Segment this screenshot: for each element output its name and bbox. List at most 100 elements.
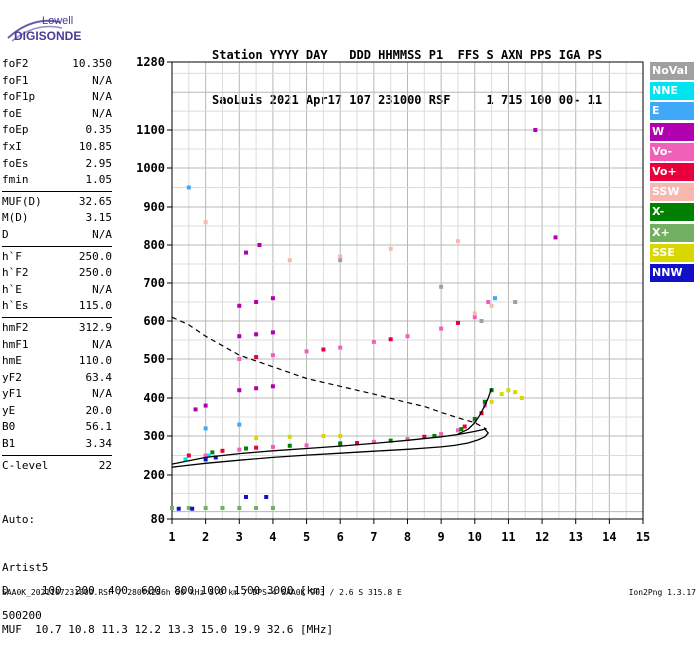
series-x-	[170, 506, 275, 510]
param-name: h`F	[2, 249, 22, 263]
param-value: N/A	[92, 73, 112, 87]
series-e	[186, 185, 497, 431]
echo-point	[321, 347, 326, 352]
param-value: 312.9	[78, 320, 112, 334]
series-ssw	[203, 220, 494, 316]
echo-point	[237, 506, 242, 510]
echo-point	[519, 396, 524, 400]
param-name: foF1	[2, 73, 29, 87]
plot-grid	[171, 62, 644, 519]
echo-point	[207, 453, 212, 458]
param-name: hmF2	[2, 320, 29, 334]
echo-point	[371, 439, 376, 444]
echo-point	[388, 246, 393, 251]
param-name: h`E	[2, 282, 22, 296]
echo-point	[203, 403, 208, 408]
echo-point	[422, 434, 427, 439]
y-tick-label: 1100	[136, 123, 165, 137]
echo-point	[237, 334, 242, 339]
param-row: fxI 10.85	[2, 139, 112, 156]
param-row: foF2 10.350	[2, 56, 112, 73]
param-row: h`F 250.0	[2, 249, 112, 266]
echo-point	[190, 506, 195, 511]
series-sse	[254, 388, 524, 440]
echo-point	[405, 437, 410, 442]
echo-point	[338, 258, 343, 263]
muf-table: D 100 200 400 600 800 1000 1500 3000 [km…	[2, 558, 333, 649]
param-value: 10.85	[78, 139, 112, 153]
echo-point	[213, 455, 218, 460]
param-name: B1	[2, 437, 16, 451]
param-separator	[2, 245, 112, 247]
echo-point	[338, 434, 343, 438]
echo-point	[489, 303, 494, 308]
param-row: h`Es 115.0	[2, 298, 112, 315]
param-row: yF2 63.4	[2, 370, 112, 387]
echo-point	[439, 432, 444, 437]
station-header: Station YYYY DAY DDD HHMMSS P1 FFS S AXN…	[212, 18, 602, 123]
echo-point	[472, 311, 477, 316]
x-tick-label: 6	[337, 530, 344, 544]
param-value: 10.350	[72, 57, 112, 70]
param-row: yF1 N/A	[2, 386, 112, 403]
param-name: MUF(D)	[2, 194, 42, 208]
param-value: N/A	[92, 337, 112, 351]
x-tick-label: 10	[468, 530, 482, 544]
param-name: foE	[2, 106, 22, 120]
echo-point	[254, 506, 259, 510]
y-tick-label: 600	[143, 314, 165, 328]
echo-point	[254, 355, 259, 360]
param-row: hmE 110.0	[2, 353, 112, 370]
echo-point	[388, 438, 393, 443]
echo-point	[270, 296, 275, 301]
param-row: hmF1 N/A	[2, 337, 112, 354]
profile-curves	[171, 316, 493, 468]
legend-item-e: E	[650, 102, 694, 121]
param-value: 2.95	[85, 156, 113, 170]
echo-point	[186, 453, 191, 458]
param-row: foEp 0.35	[2, 122, 112, 139]
echo-point	[237, 303, 242, 308]
echo-point	[220, 448, 225, 453]
param-name: C-level	[2, 458, 49, 472]
echo-point	[499, 392, 504, 397]
lowell-digisonde-logo: Lowell DIGISONDE	[7, 15, 81, 43]
param-value: 1.05	[85, 173, 113, 187]
echo-point	[210, 450, 215, 455]
auto-label: Auto:	[2, 513, 36, 526]
echo-point	[264, 495, 269, 499]
echo-point	[338, 254, 343, 259]
param-name: fxI	[2, 139, 22, 153]
y-tick-label: 500	[143, 352, 165, 366]
param-name: h`F2	[2, 266, 29, 280]
echo-point	[455, 320, 460, 325]
param-value: 63.4	[85, 370, 113, 384]
echo-point	[237, 357, 242, 361]
echo-point	[553, 235, 558, 240]
param-row: B1 3.34	[2, 436, 112, 453]
echo-point	[220, 506, 225, 510]
echo-point	[244, 446, 249, 451]
param-value: 250.0	[78, 249, 112, 263]
echo-point	[193, 407, 198, 412]
param-value: N/A	[92, 387, 112, 401]
muf-value-row: MUF 10.7 10.8 11.3 12.2 13.3 15.0 19.9 3…	[2, 623, 334, 636]
param-value: N/A	[92, 106, 112, 120]
muf-distance-row: D 100 200 400 600 800 1000 1500 3000 [km…	[2, 584, 327, 597]
param-name: yE	[2, 403, 16, 417]
header-line1: Station YYYY DAY DDD HHMMSS P1 FFS S AXN…	[212, 48, 603, 62]
echo-point	[254, 300, 259, 304]
echo-point	[287, 258, 292, 263]
param-name: B0	[2, 420, 16, 434]
param-value: 22	[98, 458, 112, 472]
echo-point	[257, 243, 262, 247]
param-value: 115.0	[78, 299, 112, 313]
logo-line1: Lowell	[42, 15, 73, 27]
echo-point	[270, 330, 275, 335]
param-row: yE 20.0	[2, 403, 112, 420]
trace-curve	[457, 388, 493, 435]
legend-item-ssw: SSW	[650, 183, 694, 202]
param-value: N/A	[92, 282, 112, 296]
logo-line2: DIGISONDE	[14, 29, 81, 43]
param-name: hmF1	[2, 337, 29, 351]
